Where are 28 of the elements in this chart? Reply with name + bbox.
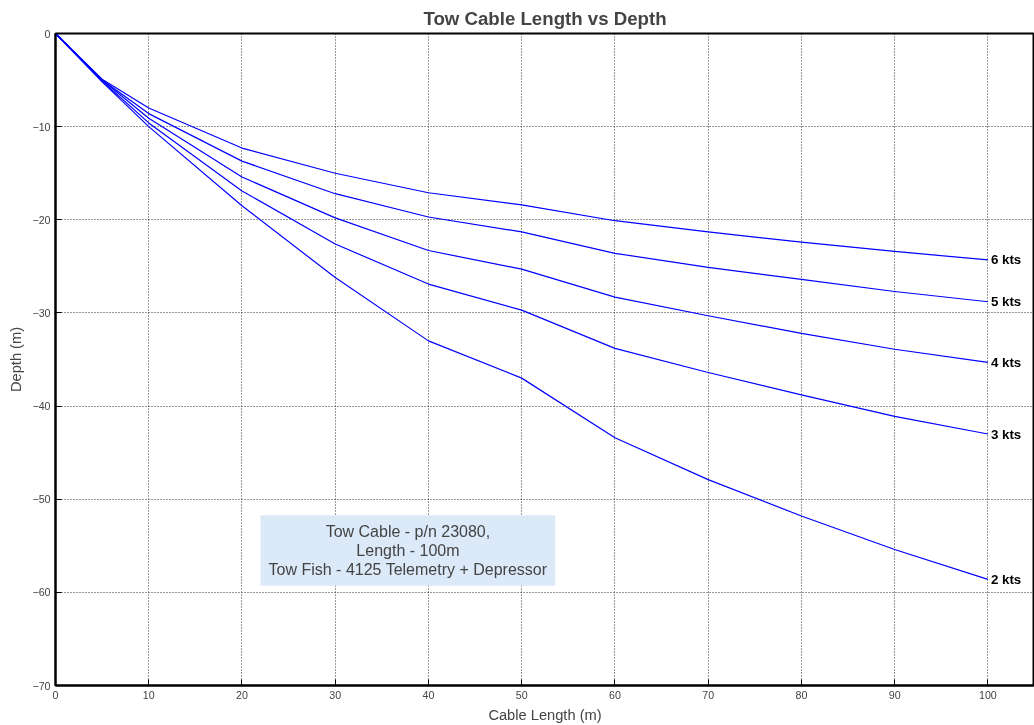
x-tick-label: 80: [795, 688, 808, 701]
y-tick-label: −40: [32, 400, 51, 413]
x-axis-title: Cable Length (m): [488, 706, 602, 723]
x-tick-label: 10: [142, 688, 155, 701]
series-label: 2 kts: [990, 571, 1022, 587]
x-tick-label: 50: [515, 688, 528, 701]
y-tick-label: −30: [32, 306, 51, 319]
x-tick-label: 90: [888, 688, 901, 701]
x-tick-label: 20: [236, 688, 248, 701]
y-tick-label: −10: [32, 120, 51, 133]
y-tick-label: −70: [32, 679, 51, 692]
x-tick-label: 0: [52, 688, 59, 701]
y-axis-title: Depth (m): [8, 326, 25, 393]
chart-title: Tow Cable Length vs Depth: [423, 7, 667, 29]
series-label: 4 kts: [990, 354, 1022, 370]
series-label: 6 kts: [990, 252, 1022, 268]
y-tick-label: 0: [44, 27, 51, 40]
x-tick-label: 60: [609, 688, 621, 701]
x-tick-label: 30: [329, 688, 342, 701]
x-tick-label: 70: [702, 688, 715, 701]
series-label: 3 kts: [990, 426, 1022, 442]
annotation: Tow Cable - p/n 23080, Length - 100m Tow Fish - 4125 Telemetry + Depressor: [268, 523, 548, 578]
y-tick-label: −50: [32, 493, 51, 506]
y-tick-label: −60: [32, 586, 51, 599]
y-tick-label: −20: [32, 213, 51, 226]
x-tick-label: 40: [422, 688, 435, 701]
series-label: 5 kts: [990, 294, 1022, 310]
x-tick-label: 100: [978, 688, 997, 701]
